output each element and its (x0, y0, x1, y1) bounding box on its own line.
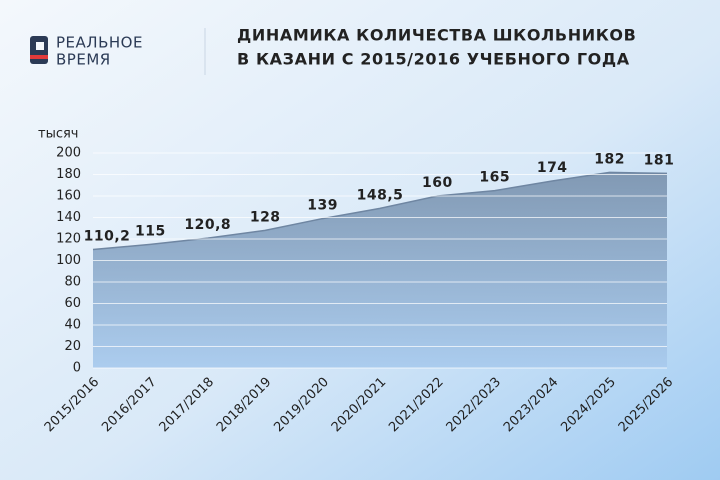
line (92, 171, 668, 251)
y-tick-label: 100 (56, 253, 81, 268)
y-axis-label: тысяч (38, 127, 79, 142)
y-tick-label: 60 (64, 296, 81, 311)
value-label: 110,2 (84, 229, 131, 245)
value-label: 115 (135, 223, 166, 239)
logo: РЕАЛЬНОЕ ВРЕМЯ (30, 34, 143, 69)
y-tick-label: 80 (64, 275, 81, 290)
y-tick-label: 0 (73, 361, 81, 376)
y-tick-label: 160 (56, 189, 81, 204)
y-tick-label: 200 (56, 146, 81, 161)
y-tick-label: 40 (64, 318, 81, 333)
value-label: 181 (644, 152, 675, 168)
value-label: 165 (479, 170, 510, 186)
logo-text: ВРЕМЯ (56, 51, 111, 69)
value-label: 139 (307, 198, 338, 214)
chart-title: В КАЗАНИ С 2015/2016 УЧЕБНОГО ГОДА (237, 50, 630, 69)
y-tick-label: 140 (56, 210, 81, 225)
chart-title: ДИНАМИКА КОЛИЧЕСТВА ШКОЛЬНИКОВ (237, 26, 636, 45)
value-label: 128 (250, 209, 281, 225)
logo-icon (36, 42, 44, 50)
logo-icon (30, 55, 48, 59)
y-tick-label: 20 (64, 339, 81, 354)
value-label: 148,5 (357, 187, 404, 203)
value-label: 120,8 (184, 217, 231, 233)
value-label: 182 (594, 151, 625, 167)
value-label: 174 (537, 160, 568, 176)
y-tick-label: 180 (56, 167, 81, 182)
area (93, 172, 667, 368)
value-label: 160 (422, 175, 453, 191)
logo-text: РЕАЛЬНОЕ (56, 34, 143, 52)
y-tick-label: 120 (56, 232, 81, 247)
